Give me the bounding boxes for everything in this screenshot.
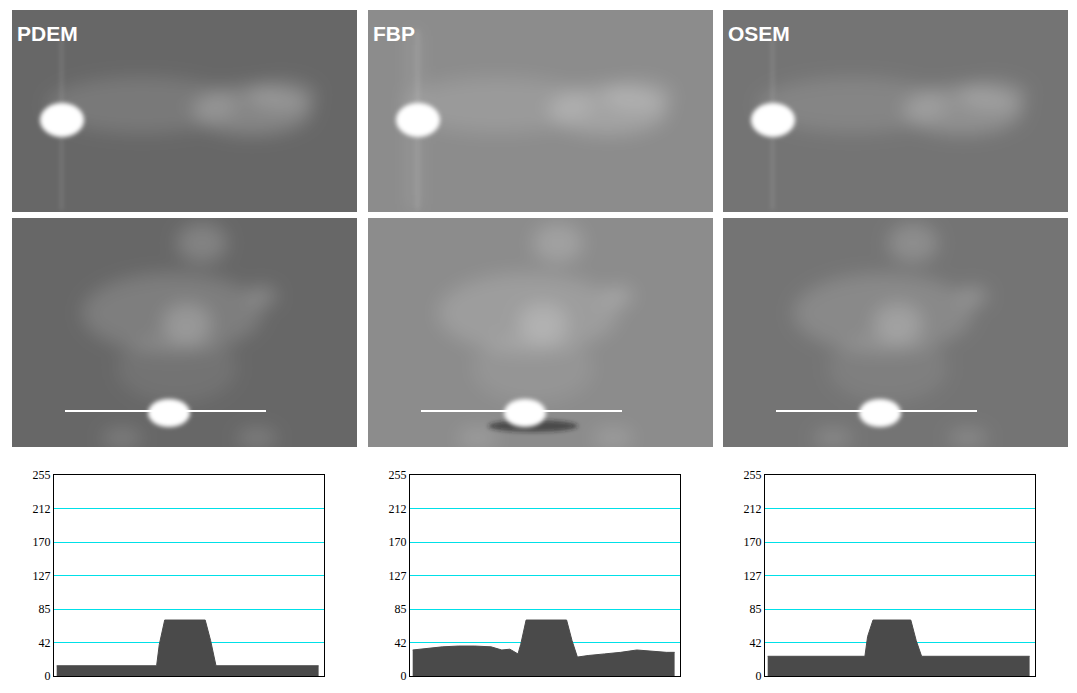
svg-text:127: 127 (389, 569, 407, 583)
svg-text:127: 127 (744, 569, 762, 583)
svg-text:170: 170 (389, 535, 407, 549)
svg-text:170: 170 (33, 535, 51, 549)
svg-text:85: 85 (39, 602, 51, 616)
svg-text:255: 255 (389, 468, 407, 482)
svg-text:0: 0 (401, 669, 407, 683)
svg-text:42: 42 (395, 636, 407, 650)
svg-text:255: 255 (33, 468, 51, 482)
svg-text:42: 42 (750, 636, 762, 650)
svg-text:85: 85 (395, 602, 407, 616)
html-text:FBP: FBP (373, 22, 415, 45)
svg-text:85: 85 (750, 602, 762, 616)
svg-text:212: 212 (744, 502, 762, 516)
svg-text:212: 212 (389, 502, 407, 516)
html-text:PDEM: PDEM (17, 22, 78, 45)
svg-text:255: 255 (744, 468, 762, 482)
svg-text:0: 0 (45, 669, 51, 683)
svg-text:212: 212 (33, 502, 51, 516)
html-text:OSEM: OSEM (728, 22, 790, 45)
svg-text:42: 42 (39, 636, 51, 650)
svg-text:0: 0 (756, 669, 762, 683)
svg-text:170: 170 (744, 535, 762, 549)
svg-text:127: 127 (33, 569, 51, 583)
